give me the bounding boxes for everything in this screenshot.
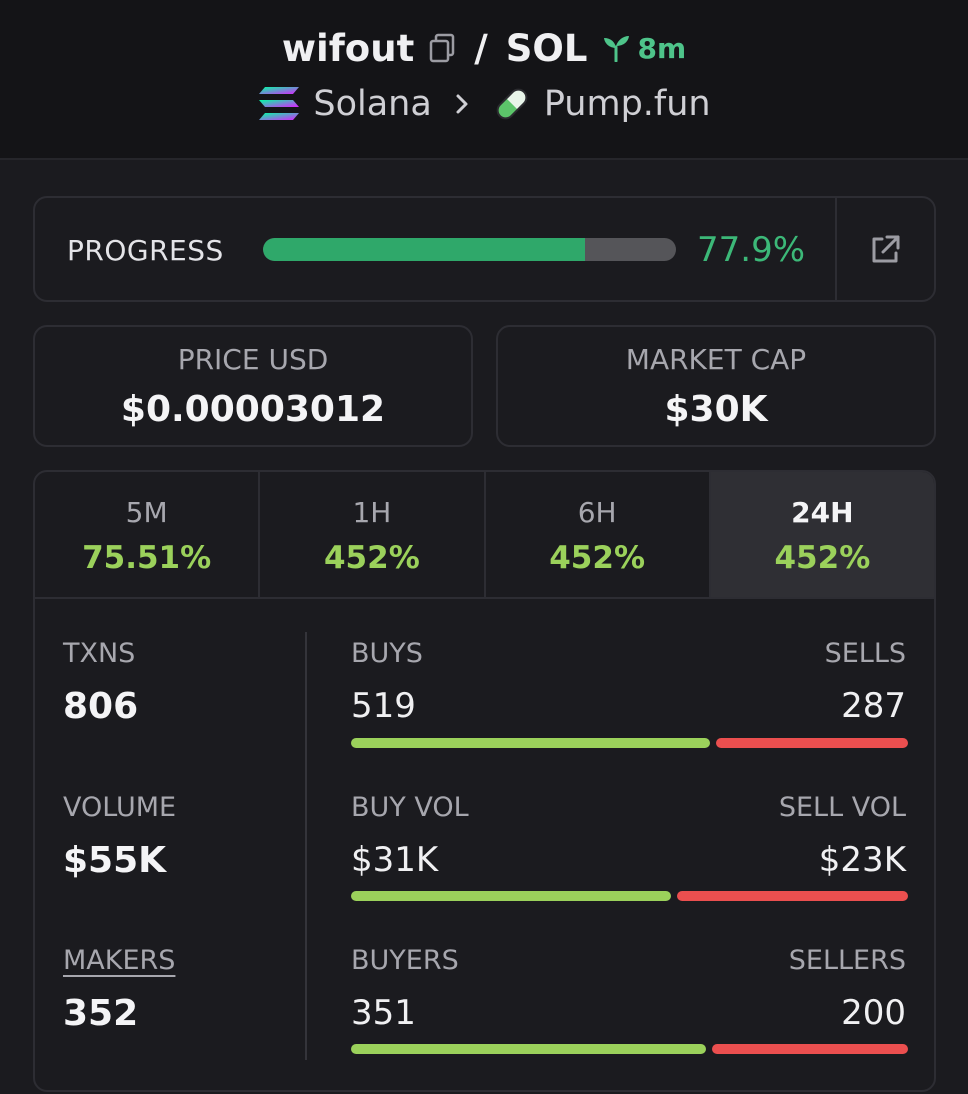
- tab-change-value: 75.51%: [82, 540, 212, 576]
- tab-24h[interactable]: 24H 452%: [710, 472, 934, 597]
- sell-share-bar: [712, 1044, 908, 1054]
- divider: [835, 198, 837, 300]
- price-usd-card: PRICE USD $0.00003012: [33, 325, 473, 447]
- tab-5m[interactable]: 5M 75.51%: [35, 472, 261, 597]
- buy-share-bar: [351, 891, 671, 901]
- volume-ratio-bar: [351, 891, 908, 901]
- dex-link[interactable]: Pump.fun: [543, 84, 711, 124]
- market-cap-label: MARKET CAP: [625, 343, 807, 376]
- buy-vol-label: BUY VOL: [351, 792, 469, 823]
- tab-1h[interactable]: 1H 452%: [260, 472, 486, 597]
- timeframe-tabs: 5M 75.51% 1H 452% 6H 452% 24H 452%: [35, 472, 934, 599]
- tab-change-value: 452%: [549, 540, 646, 576]
- buy-share-bar: [351, 1044, 706, 1054]
- trading-stats-panel: 5M 75.51% 1H 452% 6H 452% 24H 452% TXNS …: [33, 470, 936, 1092]
- tab-label: 5M: [125, 496, 168, 529]
- makers-value: 352: [63, 993, 139, 1034]
- buyers-label: BUYERS: [351, 945, 459, 976]
- sells-label: SELLS: [824, 638, 906, 669]
- sell-vol-value: $23K: [818, 840, 906, 880]
- external-link-button[interactable]: [867, 232, 903, 268]
- buyers-value: 351: [351, 993, 416, 1033]
- sellers-label: SELLERS: [788, 945, 906, 976]
- progress-bar: [263, 238, 676, 261]
- makers-link[interactable]: MAKERS: [63, 945, 176, 976]
- tab-label: 1H: [352, 496, 392, 529]
- makers-ratio-bar: [351, 1044, 908, 1054]
- buys-value: 519: [351, 686, 416, 726]
- token-symbol: wifout: [281, 26, 415, 70]
- progress-percent: 77.9%: [697, 230, 806, 270]
- divider: [305, 632, 307, 1060]
- price-usd-value: $0.00003012: [120, 389, 386, 430]
- progress-label: PROGRESS: [67, 234, 224, 267]
- pair-header: wifout / SOL 8m: [0, 0, 968, 160]
- sprout-icon: [604, 36, 630, 62]
- volume-value: $55K: [63, 840, 167, 881]
- tab-change-value: 452%: [323, 540, 420, 576]
- tab-label: 24H: [791, 496, 854, 529]
- price-usd-label: PRICE USD: [177, 343, 329, 376]
- pill-icon: [492, 84, 532, 124]
- buy-share-bar: [351, 738, 710, 748]
- sell-share-bar: [716, 738, 908, 748]
- copy-icon[interactable]: [428, 33, 456, 63]
- sell-vol-label: SELL VOL: [778, 792, 906, 823]
- chevron-right-icon: [454, 93, 470, 115]
- external-link-icon: [872, 235, 900, 263]
- pair-separator: /: [474, 26, 488, 70]
- tab-change-value: 452%: [774, 540, 871, 576]
- buy-vol-value: $31K: [351, 840, 439, 880]
- bonding-progress-card: PROGRESS 77.9%: [33, 196, 936, 302]
- pair-age: 8m: [601, 32, 686, 65]
- txns-value: 806: [63, 686, 139, 727]
- market-cap-card: MARKET CAP $30K: [496, 325, 936, 447]
- pair-age-value: 8m: [637, 31, 687, 65]
- solana-icon: [257, 85, 301, 123]
- volume-label: VOLUME: [63, 792, 177, 823]
- sells-value: 287: [841, 686, 906, 726]
- market-cap-value: $30K: [664, 389, 768, 430]
- quote-symbol: SOL: [505, 26, 588, 70]
- pair-title: wifout / SOL 8m: [0, 22, 968, 74]
- tab-label: 6H: [577, 496, 617, 529]
- sellers-value: 200: [841, 993, 906, 1033]
- chain-link[interactable]: Solana: [313, 84, 432, 124]
- txns-label: TXNS: [63, 638, 136, 669]
- sell-share-bar: [677, 891, 908, 901]
- buys-label: BUYS: [351, 638, 423, 669]
- breadcrumb: Solana Pump.fun: [0, 80, 968, 128]
- tab-6h[interactable]: 6H 452%: [486, 472, 711, 597]
- buys-sells-ratio-bar: [351, 738, 908, 748]
- progress-bar-fill: [263, 238, 585, 261]
